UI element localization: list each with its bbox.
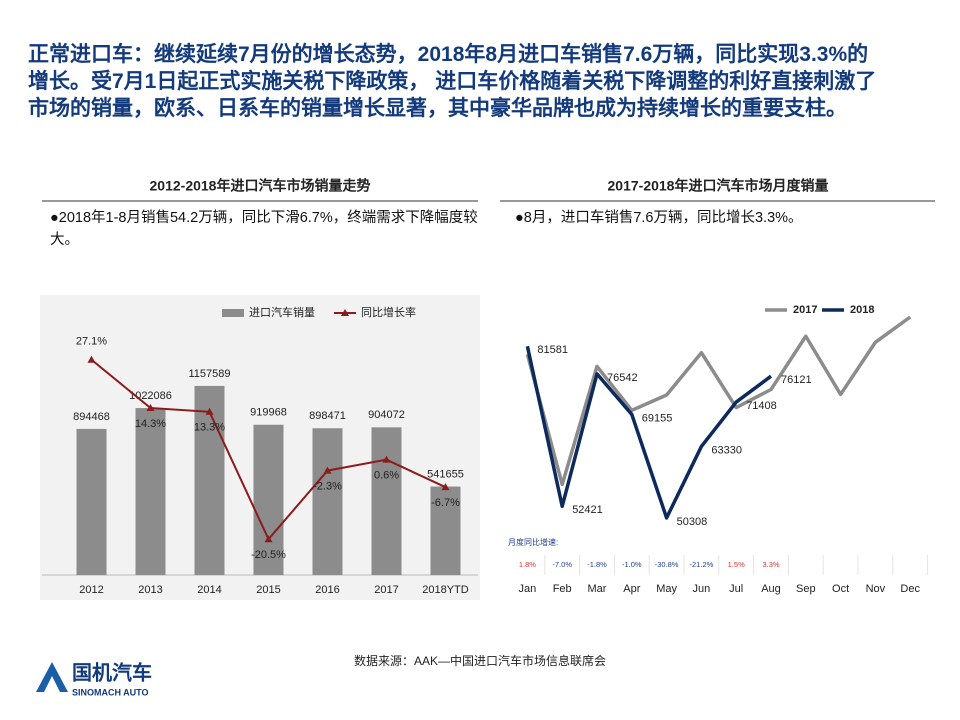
series-line [525, 315, 912, 487]
bar [135, 408, 166, 575]
yoy-label: 1.8% [519, 560, 536, 569]
growth-label: 13.3% [194, 422, 225, 434]
x-tick-label: Feb [553, 583, 572, 595]
bar [194, 385, 225, 575]
x-tick-label: 2015 [256, 584, 280, 596]
note: ●8月，进口车销售7.6万辆，同比增长3.3%。 [515, 210, 803, 226]
growth-marker [441, 483, 450, 491]
logo-icon [44, 676, 60, 692]
series-line [525, 345, 773, 520]
note: ●2018年1-8月销售54.2万辆，同比下滑6.7%，终端需求下降幅度较大。 [50, 210, 478, 248]
bar [253, 424, 284, 575]
growth-label: 27.1% [76, 336, 107, 348]
yoy-label: 3.3% [762, 560, 779, 569]
growth-marker [382, 455, 391, 463]
x-tick-label: 2013 [138, 584, 162, 596]
point-label: 69155 [642, 412, 673, 424]
yoy-label: -7.0% [552, 560, 572, 569]
growth-label: 14.3% [135, 418, 166, 430]
growth-label: -20.5% [251, 549, 286, 561]
growth-marker [205, 407, 214, 415]
point-label: 81581 [537, 344, 568, 356]
bar [76, 428, 107, 575]
growth-marker [87, 355, 96, 363]
yoy-label: -1.0% [622, 560, 642, 569]
headline: 正常进口车：继续延续7月份的增长态势，2018年8月进口车销售7.6万辆，同比实… [28, 43, 869, 66]
x-tick-label: May [656, 583, 677, 595]
growth-label: -2.3% [313, 480, 342, 492]
x-tick-label: Jan [519, 583, 537, 595]
legend-label: 进口汽车销量 [249, 305, 315, 319]
growth-label: -6.7% [431, 497, 460, 509]
bar-label: 541655 [427, 468, 464, 480]
x-tick-label: Jun [693, 583, 711, 595]
bar [371, 427, 402, 575]
point-label: 50308 [677, 516, 708, 528]
x-tick-label: Jul [729, 583, 743, 595]
point-label: 76542 [607, 372, 638, 384]
x-tick-label: Oct [832, 583, 849, 595]
bar-label: 1157589 [188, 368, 230, 380]
legend-label: 2017 [793, 304, 817, 316]
x-tick-label: Mar [588, 583, 607, 595]
x-tick-label: Apr [623, 583, 640, 595]
source: 数据来源：AAK—中国进口汽车市场信息联席会 [354, 653, 606, 668]
chart-title: 2017-2018年进口汽车市场月度销量 [608, 178, 829, 194]
bar-label: 904072 [368, 409, 405, 421]
growth-marker [264, 535, 273, 543]
growth-label: 0.6% [374, 470, 399, 482]
point-label: 71408 [746, 400, 777, 412]
x-tick-label: 2017 [374, 584, 398, 596]
chart-title: 2012-2018年进口汽车市场销量走势 [150, 178, 371, 194]
point-label: 63330 [711, 444, 742, 456]
x-tick-label: 2012 [79, 584, 103, 596]
bar-label: 898471 [309, 410, 346, 422]
headline: 增长。受7月1日起正式实施关税下降政策， 进口车价格随着关税下降调整的利好直接刺… [28, 70, 877, 93]
x-tick-label: Aug [761, 583, 781, 595]
growth-marker [323, 466, 332, 474]
x-tick-label: Sep [796, 583, 816, 595]
x-tick-label: 2014 [197, 584, 221, 596]
logo-name: 国机汽车 [72, 660, 152, 684]
bar [312, 428, 343, 575]
yoy-label: -30.8% [655, 560, 679, 569]
yoy-label: -21.2% [690, 560, 714, 569]
growth-marker [146, 404, 155, 412]
bar-label: 894468 [73, 411, 110, 423]
headline: 市场的销量，欧系、日系车的销量增长显著，其中豪华品牌也成为持续增长的重要支柱。 [28, 97, 847, 120]
legend-label: 2018 [850, 304, 874, 316]
point-label: 76121 [781, 374, 812, 386]
yoy-label: 1.5% [728, 560, 745, 569]
bar [430, 486, 461, 575]
bar-label: 919968 [250, 407, 287, 419]
legend-swatch [222, 309, 244, 317]
legend-swatch [341, 309, 349, 316]
x-tick-label: Dec [900, 583, 920, 595]
x-tick-label: 2016 [315, 584, 339, 596]
point-label: 52421 [572, 504, 603, 516]
yoy-label: -1.8% [587, 560, 607, 569]
x-tick-label: Nov [866, 583, 886, 595]
x-tick-label: 2018YTD [422, 584, 469, 596]
legend-label: 同比增长率 [361, 305, 416, 319]
logo-subtitle: SINOMACH AUTO [72, 687, 149, 697]
yoy-title: 月度同比增速: [508, 537, 558, 547]
